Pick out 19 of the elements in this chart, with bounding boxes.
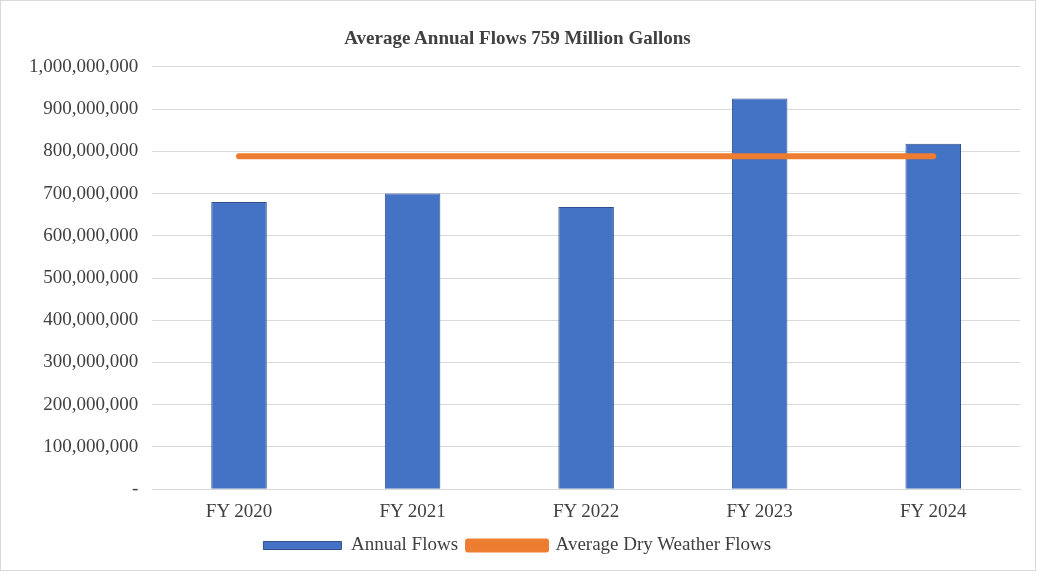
x-tick-label: FY 2023 bbox=[726, 499, 793, 521]
y-tick-label: 500,000,000 bbox=[43, 265, 139, 287]
y-tick-label: 400,000,000 bbox=[43, 308, 139, 330]
legend-label: Annual Flows bbox=[350, 533, 459, 555]
x-tick-label: FY 2020 bbox=[205, 499, 273, 521]
y-tick-label: 100,000,000 bbox=[43, 434, 139, 456]
y-tick-label: 700,000,000 bbox=[43, 181, 139, 203]
y-tick-label: 900,000,000 bbox=[43, 97, 139, 119]
y-tick-label: 300,000,000 bbox=[43, 350, 139, 372]
y-tick-label: - bbox=[131, 477, 139, 499]
x-tick-label: FY 2022 bbox=[552, 499, 620, 521]
x-tick-label: FY 2021 bbox=[379, 499, 446, 521]
chart-title: Average Annual Flows 759 Million Gallons bbox=[344, 27, 691, 49]
y-tick-label: 200,000,000 bbox=[43, 392, 139, 414]
y-tick-label: 600,000,000 bbox=[43, 223, 139, 245]
x-tick-label: FY 2024 bbox=[900, 499, 967, 521]
legend-label: Average Dry Weather Flows bbox=[555, 533, 772, 555]
y-tick-label: 1,000,000,000 bbox=[29, 54, 139, 76]
y-tick-label: 800,000,000 bbox=[43, 139, 139, 161]
